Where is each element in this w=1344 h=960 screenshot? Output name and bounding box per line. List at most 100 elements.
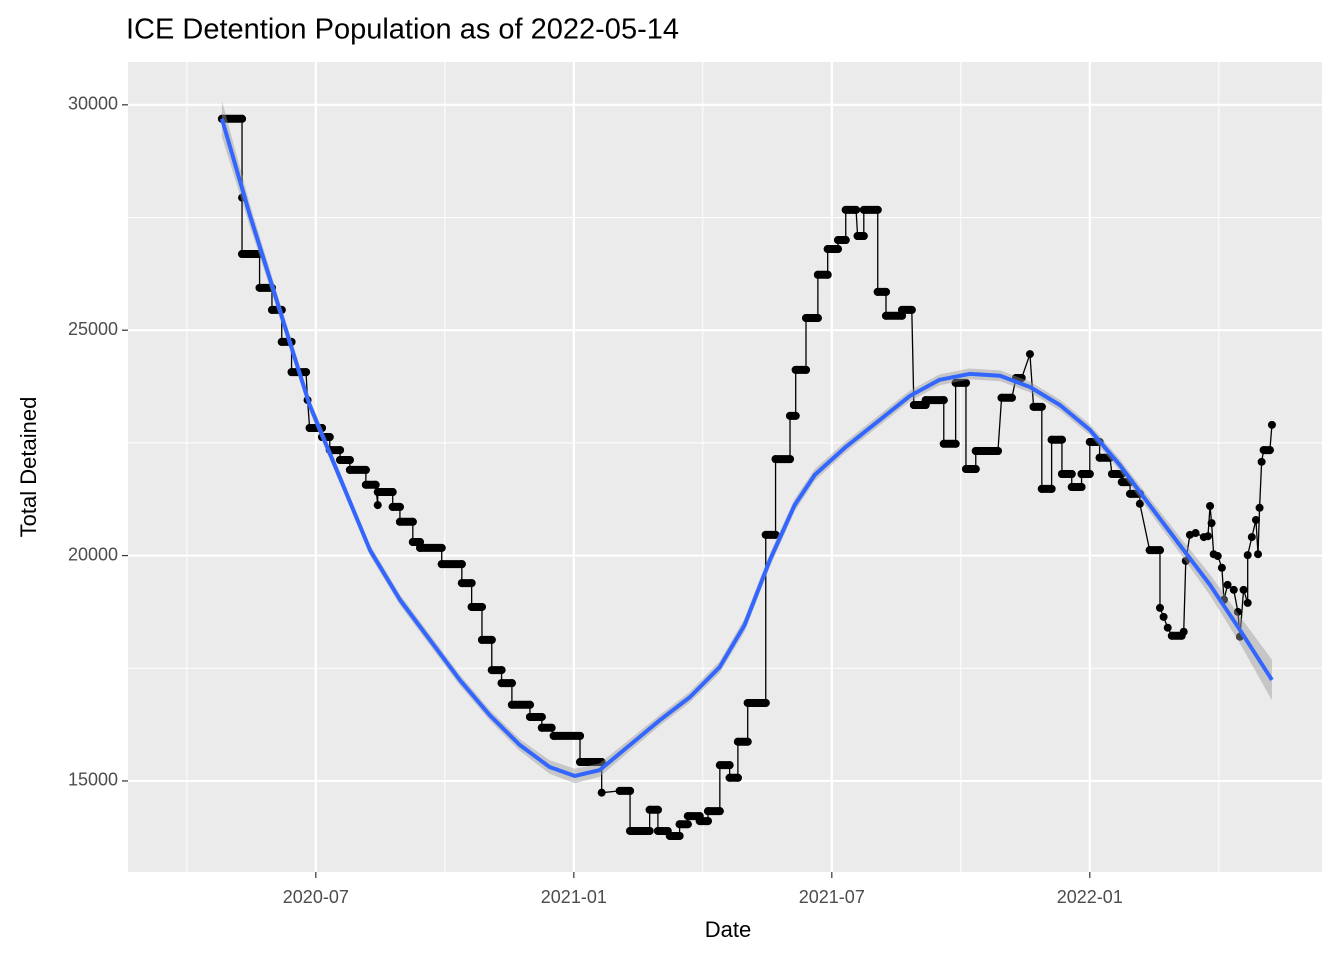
point (487, 666, 496, 675)
y-tick-label: 25000 (68, 319, 118, 339)
point (507, 679, 516, 688)
point (791, 411, 800, 420)
point (859, 231, 868, 240)
point (873, 287, 882, 296)
point (997, 393, 1006, 402)
point (1126, 489, 1135, 498)
point (1107, 469, 1116, 478)
point (1007, 393, 1016, 402)
point (743, 698, 752, 707)
point (361, 480, 370, 489)
point (813, 314, 822, 323)
point (1155, 603, 1164, 612)
point (615, 786, 624, 795)
point (1095, 453, 1104, 462)
point (703, 817, 712, 826)
point (361, 465, 370, 474)
point (881, 287, 890, 296)
point (487, 635, 496, 644)
point (1057, 435, 1066, 444)
point (238, 250, 247, 259)
point (1265, 446, 1274, 455)
point (725, 761, 734, 770)
point (1254, 550, 1263, 559)
point (683, 820, 692, 829)
point (645, 805, 654, 814)
point (305, 424, 314, 433)
point (336, 456, 345, 465)
x-tick-label: 2022-01 (1057, 887, 1123, 907)
point (1077, 469, 1086, 478)
point (1251, 515, 1260, 524)
x-tick-label: 2021-01 (541, 887, 607, 907)
point (1047, 435, 1056, 444)
point (1206, 501, 1215, 510)
y-tick-label: 15000 (68, 770, 118, 790)
point (576, 758, 585, 767)
point (457, 579, 466, 588)
point (1029, 402, 1038, 411)
point (897, 305, 906, 314)
point (834, 236, 843, 245)
point (1259, 446, 1268, 455)
point (907, 305, 916, 314)
point (1243, 598, 1252, 607)
point (939, 396, 948, 405)
point (653, 826, 662, 835)
point (909, 401, 918, 410)
point (597, 788, 606, 797)
point (841, 205, 850, 214)
point (373, 501, 382, 510)
point (267, 305, 276, 314)
point (626, 826, 635, 835)
point (743, 737, 752, 746)
point (1017, 373, 1026, 382)
point (477, 635, 486, 644)
point (653, 805, 662, 814)
point (395, 502, 404, 511)
point (961, 465, 970, 474)
point (388, 502, 397, 511)
point (1233, 607, 1242, 616)
point (993, 446, 1002, 455)
point (1037, 402, 1046, 411)
point (1267, 420, 1276, 429)
point (408, 538, 417, 547)
point (675, 831, 684, 840)
point (457, 560, 466, 569)
y-tick-label: 30000 (68, 94, 118, 114)
x-axis-title: Date (705, 917, 751, 942)
point (1145, 546, 1154, 555)
point (1155, 546, 1164, 555)
point (733, 773, 742, 782)
point (971, 446, 980, 455)
point (1179, 627, 1188, 636)
smooth-line (219, 118, 1274, 778)
point (786, 455, 795, 464)
point (1239, 585, 1248, 594)
point (416, 543, 425, 552)
point (336, 446, 345, 455)
point (695, 817, 704, 826)
point (255, 283, 264, 292)
point (1217, 563, 1226, 572)
point (859, 205, 868, 214)
point (1077, 483, 1086, 492)
point (345, 456, 354, 465)
point (951, 439, 960, 448)
point (537, 712, 546, 721)
point (1213, 552, 1222, 561)
point (497, 666, 506, 675)
point (525, 712, 534, 721)
point (1067, 469, 1076, 478)
point (325, 433, 334, 442)
point (549, 731, 558, 740)
point (802, 314, 811, 323)
point (345, 465, 354, 474)
point (497, 679, 506, 688)
point (1243, 551, 1252, 560)
point (1163, 623, 1172, 632)
point (733, 737, 742, 746)
point (771, 530, 780, 539)
